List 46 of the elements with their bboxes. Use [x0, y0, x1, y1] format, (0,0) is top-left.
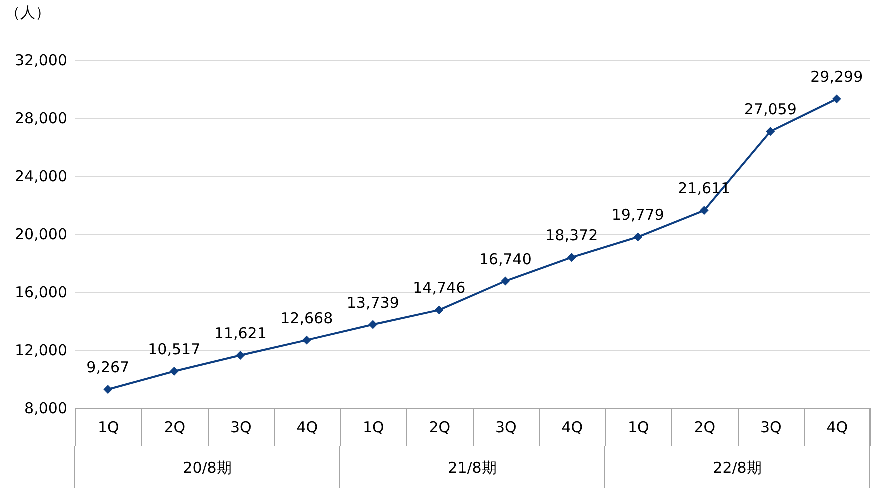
x-tick-label: 4Q: [296, 418, 318, 436]
y-tick-label: 12,000: [15, 342, 68, 360]
data-label: 18,372: [546, 226, 598, 245]
data-label: 14,746: [413, 279, 466, 298]
data-label: 29,299: [810, 68, 864, 86]
y-tick-label: 32,000: [15, 52, 68, 70]
data-label: 9,267: [86, 358, 130, 377]
x-tick-label: 4Q: [562, 418, 584, 436]
y-tick-label: 24,000: [15, 168, 68, 186]
text: 20/8期: [183, 459, 232, 477]
y-tick-label: 8,000: [24, 400, 68, 418]
x-tick-label: 3Q: [230, 418, 252, 436]
point: [434, 306, 444, 315]
point: [170, 367, 179, 376]
x-tick-label: 3Q: [495, 418, 517, 436]
x-tick-label: 3Q: [760, 418, 782, 436]
data-label: 19,779: [612, 206, 664, 224]
point: [368, 320, 378, 330]
x-tick-label: 2Q: [694, 418, 716, 436]
point: [501, 276, 510, 286]
x-tick-label: 1Q: [98, 418, 120, 436]
y-tick-label: 28,000: [15, 110, 68, 128]
data-label: 10,517: [148, 340, 201, 359]
y-tick-label: 20,000: [15, 226, 68, 244]
y-tick-label: 16,000: [15, 284, 68, 302]
x-tick-label: 1Q: [628, 418, 650, 436]
data-label: 12,668: [280, 309, 334, 328]
x-tick-label: 1Q: [362, 418, 384, 436]
point: [700, 206, 709, 216]
y-axis-title: （人）: [6, 4, 50, 22]
point: [634, 232, 643, 242]
point: [832, 94, 842, 104]
data-label: 16,740: [479, 250, 532, 268]
text: 21/8期: [448, 459, 497, 477]
point: [302, 336, 312, 345]
x-tick-label: 2Q: [429, 418, 451, 436]
x-tick-label: 2Q: [164, 418, 186, 436]
point: [236, 351, 246, 360]
data-label: 13,739: [346, 294, 400, 312]
text: 22/8期: [713, 459, 762, 477]
point: [104, 385, 113, 394]
point: [766, 127, 776, 136]
data-label: 11,621: [214, 324, 267, 342]
x-tick-label: 4Q: [826, 418, 848, 436]
point: [567, 253, 576, 262]
data-label: 27,059: [744, 100, 797, 119]
